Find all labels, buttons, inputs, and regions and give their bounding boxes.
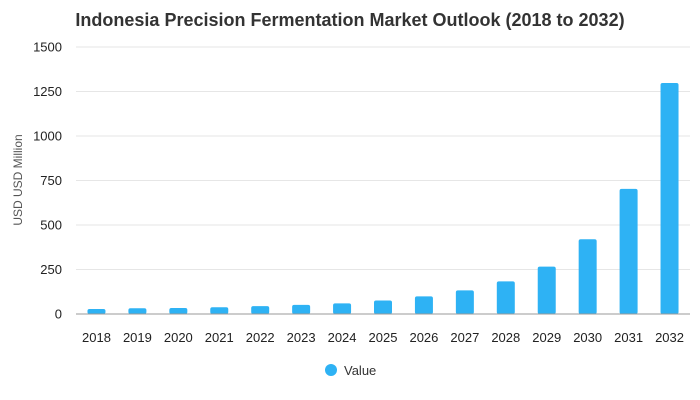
x-tick-label: 2031 — [614, 330, 643, 345]
x-tick-label: 2024 — [328, 330, 357, 345]
bar-2030[interactable] — [578, 239, 597, 314]
bar-2024[interactable] — [333, 303, 352, 314]
bar-2028[interactable] — [496, 281, 515, 314]
x-tick-label: 2018 — [82, 330, 111, 345]
x-tick-label: 2020 — [164, 330, 193, 345]
bar-2020[interactable] — [169, 307, 188, 314]
chart-title: Indonesia Precision Fermentation Market … — [75, 10, 624, 30]
legend-marker — [325, 364, 337, 376]
y-tick-label: 750 — [40, 173, 62, 188]
bar-2032[interactable] — [660, 82, 679, 315]
bar-2026[interactable] — [414, 296, 433, 314]
x-tick-label: 2022 — [246, 330, 275, 345]
x-tick-label: 2030 — [573, 330, 602, 345]
y-axis-label: USD USD Million — [11, 134, 25, 225]
bar-2025[interactable] — [374, 300, 392, 314]
x-tick-label: 2026 — [409, 330, 438, 345]
bar-2021[interactable] — [210, 307, 229, 314]
y-tick-label: 500 — [40, 218, 62, 233]
bar-2022[interactable] — [251, 306, 270, 314]
x-axis-ticks: 2018 2019 2020 2021 2022 2023 2024 2025 2026 2027… — [82, 330, 684, 345]
bar-2023[interactable] — [292, 304, 311, 314]
x-tick-label: 2027 — [450, 330, 479, 345]
y-tick-label: 1500 — [33, 40, 62, 55]
y-axis-ticks: 0 250 500 750 1000 1250 1500 — [33, 40, 62, 322]
legend[interactable]: Value — [325, 363, 376, 378]
x-tick-label: 2019 — [123, 330, 152, 345]
x-tick-label: 2029 — [532, 330, 561, 345]
x-tick-label: 2023 — [287, 330, 316, 345]
x-tick-label: 2028 — [491, 330, 520, 345]
x-tick-label: 2025 — [369, 330, 398, 345]
legend-label: Value — [344, 363, 376, 378]
y-tick-label: 0 — [55, 307, 62, 322]
x-tick-label: 2021 — [205, 330, 234, 345]
y-tick-label: 250 — [40, 262, 62, 277]
y-tick-label: 1000 — [33, 129, 62, 144]
bar-series — [87, 82, 679, 315]
gridlines — [76, 46, 690, 270]
bar-2018[interactable] — [87, 309, 106, 314]
x-tick-label: 2032 — [655, 330, 684, 345]
bar-2029[interactable] — [537, 266, 556, 314]
y-tick-label: 1250 — [33, 84, 62, 99]
bar-2027[interactable] — [455, 290, 474, 314]
bar-2019[interactable] — [128, 308, 147, 314]
bar-2031[interactable] — [619, 188, 638, 314]
